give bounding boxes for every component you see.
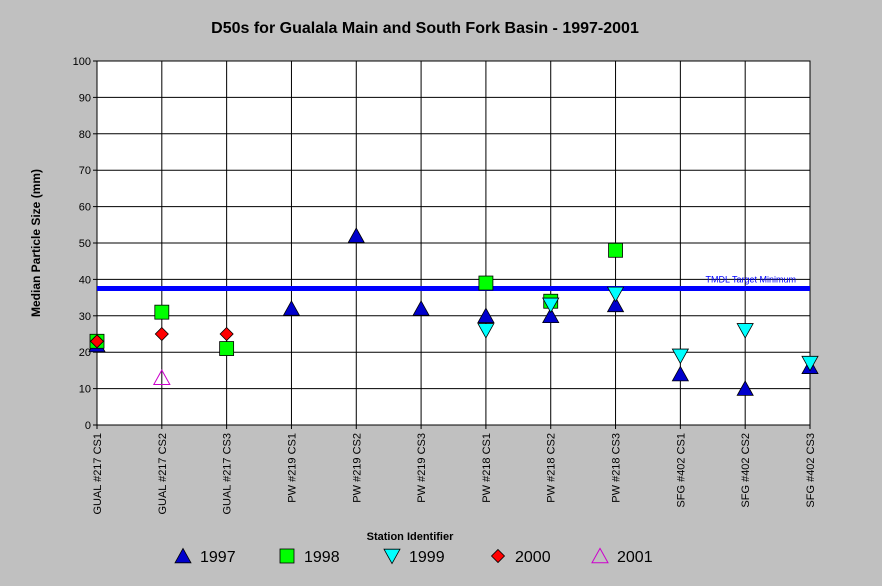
series-2000-point — [154, 326, 169, 342]
x-tick-label: SFG #402 CS1 — [675, 433, 687, 508]
y-tick-label: 60 — [79, 202, 91, 214]
series-1999-point — [606, 286, 625, 303]
series-1999-point — [542, 297, 560, 314]
series-1997-point — [736, 380, 754, 396]
series-1997-point — [477, 307, 495, 324]
reference-line-label: TMDL Target Minimum — [705, 275, 796, 285]
series-1997-point — [606, 296, 625, 313]
series-2001-point — [152, 369, 171, 385]
series-1998-point — [478, 275, 494, 291]
series-1999-point — [477, 323, 495, 339]
x-tick-label: PW #218 CS2 — [546, 433, 558, 503]
legend-marker-1998 — [279, 548, 295, 564]
legend-label-2001: 2001 — [617, 549, 653, 566]
grid-lines — [96, 60, 811, 426]
legend-label-2000: 2000 — [515, 549, 551, 566]
legend-marker-2001 — [591, 547, 609, 564]
y-axis-label: Median Particle Size (mm) — [29, 169, 43, 317]
x-tick-label: PW #218 CS3 — [611, 433, 623, 503]
legend-marker-2000 — [490, 548, 506, 564]
series-1999-point — [801, 355, 819, 372]
x-tick-label: GUAL #217 CS3 — [222, 433, 234, 515]
x-tick-label: SFG #402 CS2 — [740, 433, 752, 508]
y-tick-label: 100 — [73, 56, 91, 68]
y-tick-label: 80 — [79, 129, 91, 141]
y-tick-label: 90 — [79, 92, 91, 104]
y-tick-label: 70 — [79, 165, 91, 177]
y-tick-label: 20 — [79, 347, 91, 359]
series-1997-point — [542, 307, 560, 324]
y-tick-label: 10 — [79, 384, 91, 396]
reference-line-group: TMDL Target Minimum — [97, 275, 810, 291]
x-tick-label: PW #218 CS1 — [481, 433, 493, 503]
series-1999-point — [736, 323, 754, 339]
y-tick-label: 0 — [85, 420, 91, 432]
y-axis-ticks: 0 10 20 30 40 50 60 70 80 90 100 — [73, 56, 97, 432]
data-points — [88, 227, 819, 396]
legend-marker-1997 — [174, 547, 192, 564]
legend-label-1997: 1997 — [200, 549, 236, 566]
chart-title: D50s for Gualala Main and South Fork Bas… — [211, 20, 639, 37]
series-1997-point — [282, 300, 301, 316]
x-tick-label: GUAL #217 CS1 — [92, 433, 104, 515]
legend-label-1999: 1999 — [409, 549, 445, 566]
y-tick-label: 50 — [79, 238, 91, 250]
x-axis-ticks: GUAL #217 CS1 GUAL #217 CS2 GUAL #217 CS3 P… — [92, 425, 817, 515]
series-2000-point — [89, 334, 105, 349]
x-tick-label: PW #219 CS1 — [286, 433, 298, 503]
series-1997-point — [671, 365, 690, 382]
series-2000-point — [219, 326, 234, 342]
x-tick-label: PW #219 CS3 — [416, 433, 428, 503]
x-tick-label: SFG #402 CS3 — [805, 433, 817, 508]
series-1999-point — [671, 348, 690, 365]
series-1998-point — [608, 242, 623, 258]
y-tick-label: 40 — [79, 274, 91, 286]
series-1997-point — [412, 300, 430, 316]
x-tick-label: PW #219 CS2 — [351, 433, 363, 503]
y-tick-label: 30 — [79, 311, 91, 323]
x-tick-label: GUAL #217 CS2 — [157, 433, 169, 515]
legend-label-1998: 1998 — [304, 549, 340, 566]
series-1997-point — [347, 227, 365, 243]
legend-marker-1999 — [383, 548, 401, 565]
series-1998-point — [154, 304, 170, 320]
series-1998-point — [219, 341, 235, 356]
legend: 1997 1998 1999 2000 2001 — [174, 547, 653, 566]
x-axis-label: Station Identifier — [367, 531, 455, 543]
